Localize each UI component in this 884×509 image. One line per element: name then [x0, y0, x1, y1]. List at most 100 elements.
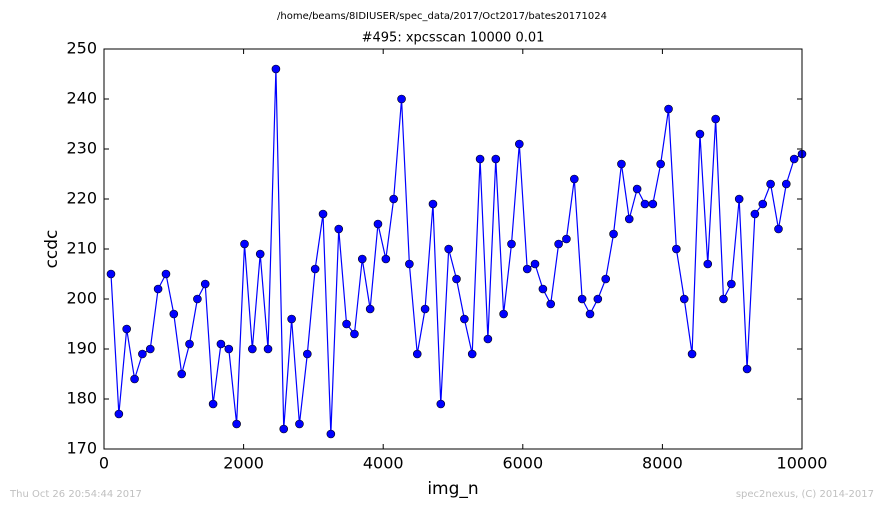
data-point: [522, 264, 532, 274]
data-point: [310, 264, 320, 274]
data-point: [216, 339, 226, 349]
data-point: [412, 349, 422, 359]
data-point: [624, 214, 634, 224]
y-tick-label: 170: [66, 439, 97, 458]
x-tick-label: 2000: [223, 454, 264, 473]
data-point: [734, 194, 744, 204]
data-point: [781, 179, 791, 189]
data-point: [460, 314, 469, 324]
data-point: [554, 239, 563, 249]
data-point: [169, 309, 179, 319]
data-point: [428, 199, 438, 209]
x-tick-label: 0: [99, 454, 109, 473]
data-point: [334, 224, 344, 234]
data-point: [672, 244, 681, 254]
data-point: [381, 254, 391, 264]
data-point: [774, 224, 783, 234]
data-point: [444, 244, 453, 254]
data-point: [279, 424, 289, 434]
y-tick-label: 210: [66, 239, 97, 258]
data-point: [452, 274, 461, 284]
data-point: [719, 294, 728, 304]
y-tick-label: 240: [66, 89, 97, 108]
data-point: [585, 309, 595, 319]
data-point: [507, 239, 516, 249]
data-point: [758, 199, 768, 209]
data-point: [185, 339, 194, 349]
data-point: [499, 309, 508, 319]
data-point: [397, 94, 406, 104]
data-point: [271, 64, 281, 74]
data-point: [177, 369, 186, 379]
data-point: [145, 344, 155, 354]
data-point: [303, 349, 312, 359]
data-point: [483, 334, 493, 344]
data-point: [546, 299, 556, 309]
y-tick-label: 220: [66, 189, 97, 208]
footer-left: Thu Oct 26 20:54:44 2017: [9, 489, 142, 500]
data-point: [326, 429, 336, 439]
data-point: [389, 194, 398, 204]
data-point: [467, 349, 477, 359]
data-point: [365, 304, 375, 314]
data-point: [766, 179, 775, 189]
y-tick-label: 250: [66, 39, 97, 58]
y-tick-label: 180: [66, 389, 97, 408]
data-point: [318, 209, 328, 219]
y-axis-label: ccdc: [42, 230, 62, 269]
data-point: [193, 294, 202, 304]
data-point: [420, 304, 430, 314]
data-point: [538, 284, 548, 294]
data-point: [106, 269, 116, 279]
data-point: [138, 349, 147, 359]
data-point: [287, 314, 296, 324]
y-tick-label: 190: [66, 339, 97, 358]
data-point: [153, 284, 163, 294]
data-point: [577, 294, 587, 304]
data-point: [679, 294, 689, 304]
data-point: [750, 209, 760, 219]
data-point: [114, 409, 124, 419]
y-tick-label: 230: [66, 139, 97, 158]
data-point: [436, 399, 446, 409]
data-point: [687, 349, 697, 359]
data-point: [617, 159, 626, 169]
x-axis-label: img_n: [427, 479, 478, 499]
data-point: [475, 154, 485, 164]
data-point: [632, 184, 642, 194]
data-point: [263, 344, 273, 354]
data-point: [664, 104, 673, 114]
data-point: [515, 139, 524, 149]
data-point: [601, 274, 611, 284]
x-tick-label: 6000: [502, 454, 543, 473]
data-point: [130, 374, 139, 384]
data-point: [789, 154, 799, 164]
data-point: [562, 234, 571, 244]
data-point: [609, 229, 618, 239]
data-point: [640, 199, 650, 209]
data-point: [200, 279, 210, 289]
data-point: [248, 344, 257, 354]
footer-right: spec2nexus, (C) 2014-2017: [736, 489, 874, 500]
data-point: [373, 219, 383, 229]
data-point: [656, 159, 665, 169]
data-point: [742, 364, 752, 374]
data-point: [208, 399, 218, 409]
data-point: [342, 319, 351, 329]
data-point: [122, 324, 131, 334]
data-point: [405, 259, 414, 269]
x-tick-label: 4000: [363, 454, 404, 473]
data-point: [593, 294, 603, 304]
data-point: [703, 259, 713, 269]
data-point: [224, 344, 234, 354]
data-point: [350, 329, 359, 339]
plot-frame: [103, 48, 803, 450]
data-point: [255, 249, 265, 259]
data-point: [161, 269, 171, 279]
data-point: [530, 259, 540, 269]
data-point: [711, 114, 720, 124]
chart-title: #495: xpcsscan 10000 0.01: [362, 31, 545, 46]
data-point: [695, 129, 705, 139]
